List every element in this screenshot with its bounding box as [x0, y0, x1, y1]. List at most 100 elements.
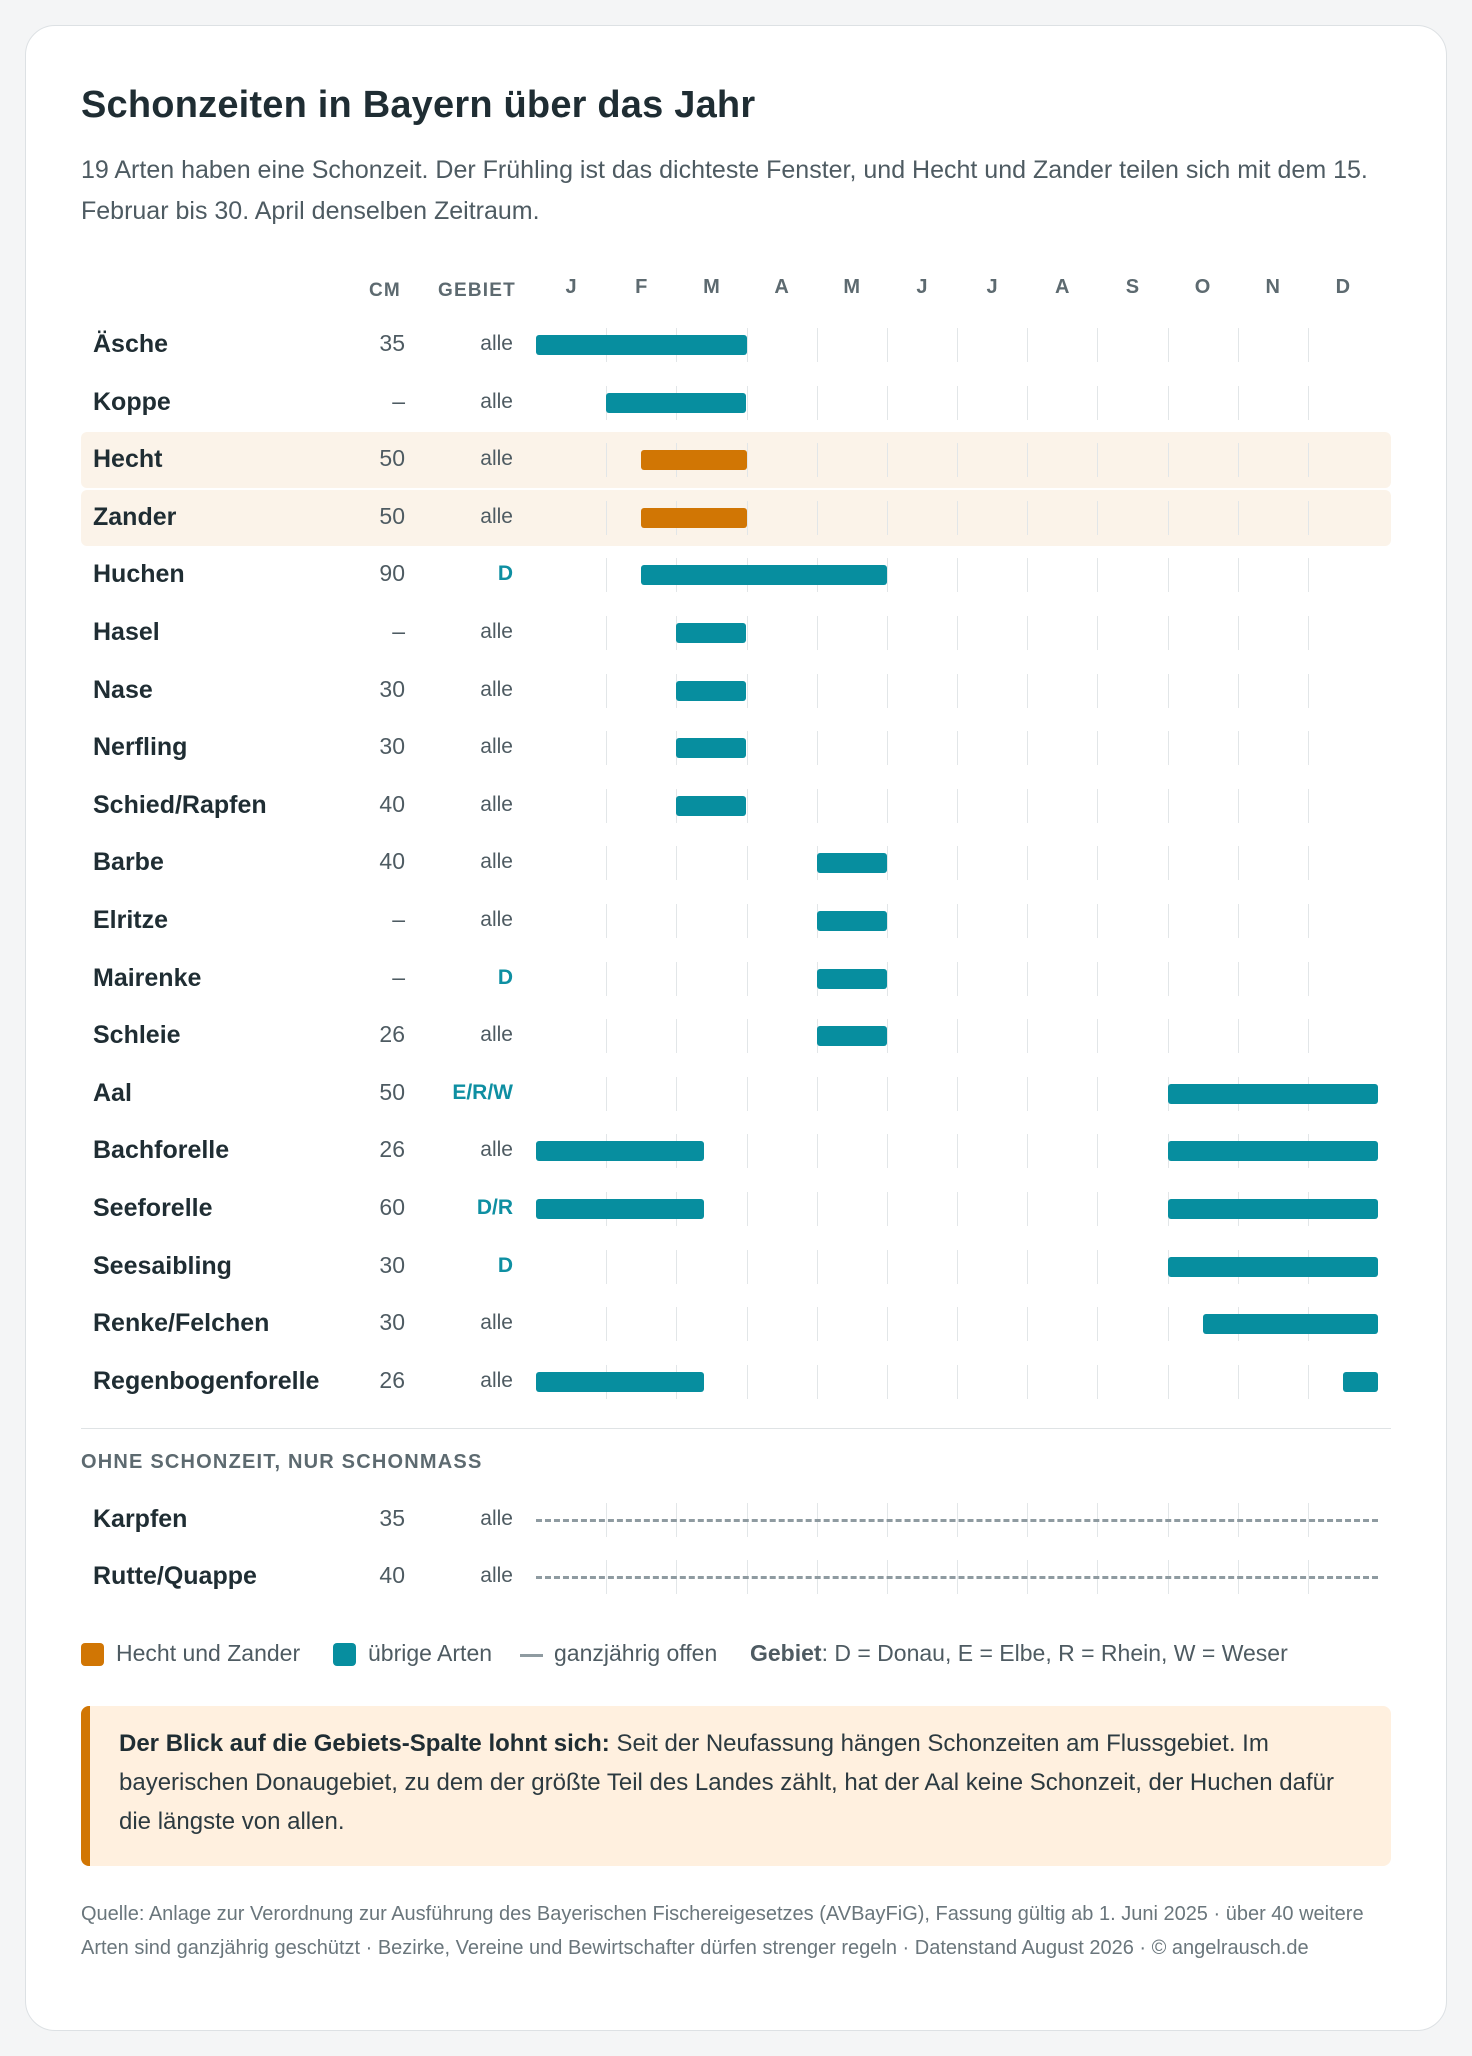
month-gridline [1237, 328, 1239, 362]
month-gridline [816, 1364, 818, 1399]
month-gridline [957, 328, 958, 362]
month-gridline [606, 500, 608, 535]
closed-season-bar [536, 1199, 705, 1219]
month-gridline [1097, 1019, 1099, 1054]
region-code: alle [480, 1023, 513, 1047]
species-row: Seesaibling 30 D [81, 1239, 1391, 1295]
open-season-line [536, 1519, 1378, 1522]
minimum-size-cm: 50 [379, 445, 405, 472]
month-gridline [1027, 1307, 1029, 1342]
species-row: Huchen 90 D [81, 547, 1391, 603]
month-gridline [606, 443, 608, 478]
month-gridline [1097, 443, 1099, 478]
month-label: S [1125, 276, 1140, 298]
month-gridline [1027, 731, 1029, 766]
species-row: Aal 50 E/R/W [81, 1066, 1391, 1122]
month-gridline [1237, 731, 1239, 766]
source-note: Quelle: Anlage zur Verordnung zur Ausfüh… [81, 1903, 1364, 1959]
month-gridline [1027, 443, 1029, 478]
month-gridline [1167, 846, 1169, 881]
species-row: Renke/Felchen 30 alle [81, 1296, 1391, 1352]
species-row: Mairenke – D [81, 951, 1391, 1007]
closed-season-bar [536, 1371, 705, 1392]
month-gridline [676, 846, 678, 881]
minimum-size-cm: 60 [379, 1194, 405, 1220]
month-gridline [1027, 846, 1029, 881]
month-gridline [1307, 500, 1309, 535]
legend-swatch-hecht-zander [81, 1643, 104, 1666]
month-gridline [1167, 558, 1169, 593]
month-gridline [746, 443, 748, 478]
region-code: alle [480, 735, 513, 759]
month-gridline [746, 1019, 748, 1054]
month-gridline [886, 904, 888, 938]
month-gridline [816, 731, 818, 766]
species-name: Nase [93, 675, 153, 704]
month-gridline [1307, 846, 1309, 881]
minimum-size-cm: 50 [379, 1078, 405, 1105]
month-gridline [1027, 904, 1029, 938]
closed-season-bar [641, 507, 747, 528]
minimum-size-cm: 35 [379, 330, 405, 356]
species-name: Äsche [93, 330, 169, 358]
month-gridline [957, 1076, 958, 1111]
month-gridline [1307, 443, 1309, 478]
minimum-size-cm: 90 [379, 560, 405, 587]
month-gridline [746, 846, 748, 881]
month-gridline [1237, 558, 1239, 593]
legend: Hecht und Zander übrige Arten ganzjährig… [81, 1640, 1401, 1670]
month-gridline [957, 904, 958, 938]
legend-label-open: ganzjährig offen [554, 1640, 718, 1666]
species-name: Zander [93, 502, 177, 531]
month-gridline [1237, 673, 1239, 708]
species-row: Schied/Rapfen 40 alle [81, 778, 1391, 834]
month-gridline [606, 1249, 608, 1284]
month-gridline [816, 1076, 818, 1111]
month-gridline [746, 961, 748, 996]
month-gridline [957, 673, 958, 708]
month-gridline [816, 788, 818, 823]
species-row: Zander 50 alle [81, 489, 1391, 546]
month-gridline [1167, 616, 1169, 650]
species-name: Renke/Felchen [93, 1309, 270, 1338]
month-gridline [886, 1249, 888, 1284]
species-name: Rutte/Quappe [93, 1562, 257, 1590]
month-gridline [957, 385, 958, 420]
month-gridline [1097, 1076, 1099, 1111]
closed-season-bar [1167, 1141, 1378, 1162]
species-row: Koppe – alle [81, 375, 1391, 431]
closed-season-bar [676, 623, 747, 643]
legend-gebiet-key: Gebiet: D = Donau, E = Elbe, R = Rhein, … [750, 1640, 1288, 1667]
chart-card [25, 25, 1447, 2031]
closed-season-bar [676, 680, 747, 701]
species-row: Elritze – alle [81, 893, 1391, 949]
closed-season-bar [1167, 1199, 1378, 1219]
region-code: alle [480, 332, 513, 355]
minimum-size-cm: 26 [379, 1366, 405, 1393]
species-row: Äsche 35 alle [81, 317, 1391, 373]
species-name: Seeforelle [93, 1194, 213, 1222]
minimum-size-cm: – [392, 618, 405, 644]
month-gridline [1097, 788, 1099, 823]
month-gridline [1237, 616, 1239, 650]
open-section-title: OHNE SCHONZEIT, NUR SCHONMASS [81, 1451, 483, 1473]
species-row: Hasel – alle [81, 605, 1391, 661]
month-gridline [746, 673, 748, 708]
month-gridline [886, 500, 888, 535]
species-name: Barbe [93, 848, 164, 877]
region-code: alle [480, 389, 513, 413]
month-gridline [1027, 1192, 1029, 1226]
month-gridline [957, 1249, 958, 1284]
callout-note: Der Blick auf die Gebiets-Spalte lohnt s… [81, 1706, 1391, 1866]
callout-accent-bar [81, 1706, 90, 1866]
month-gridline [1097, 1192, 1099, 1226]
species-name: Karpfen [93, 1505, 188, 1533]
region-code: alle [480, 1138, 513, 1162]
month-gridline [957, 616, 958, 650]
month-gridline [1027, 1249, 1029, 1284]
month-gridline [1307, 1019, 1309, 1054]
month-gridline [746, 328, 748, 362]
month-gridline [957, 558, 958, 593]
region-code: alle [480, 677, 513, 701]
month-gridline [1097, 1134, 1099, 1169]
